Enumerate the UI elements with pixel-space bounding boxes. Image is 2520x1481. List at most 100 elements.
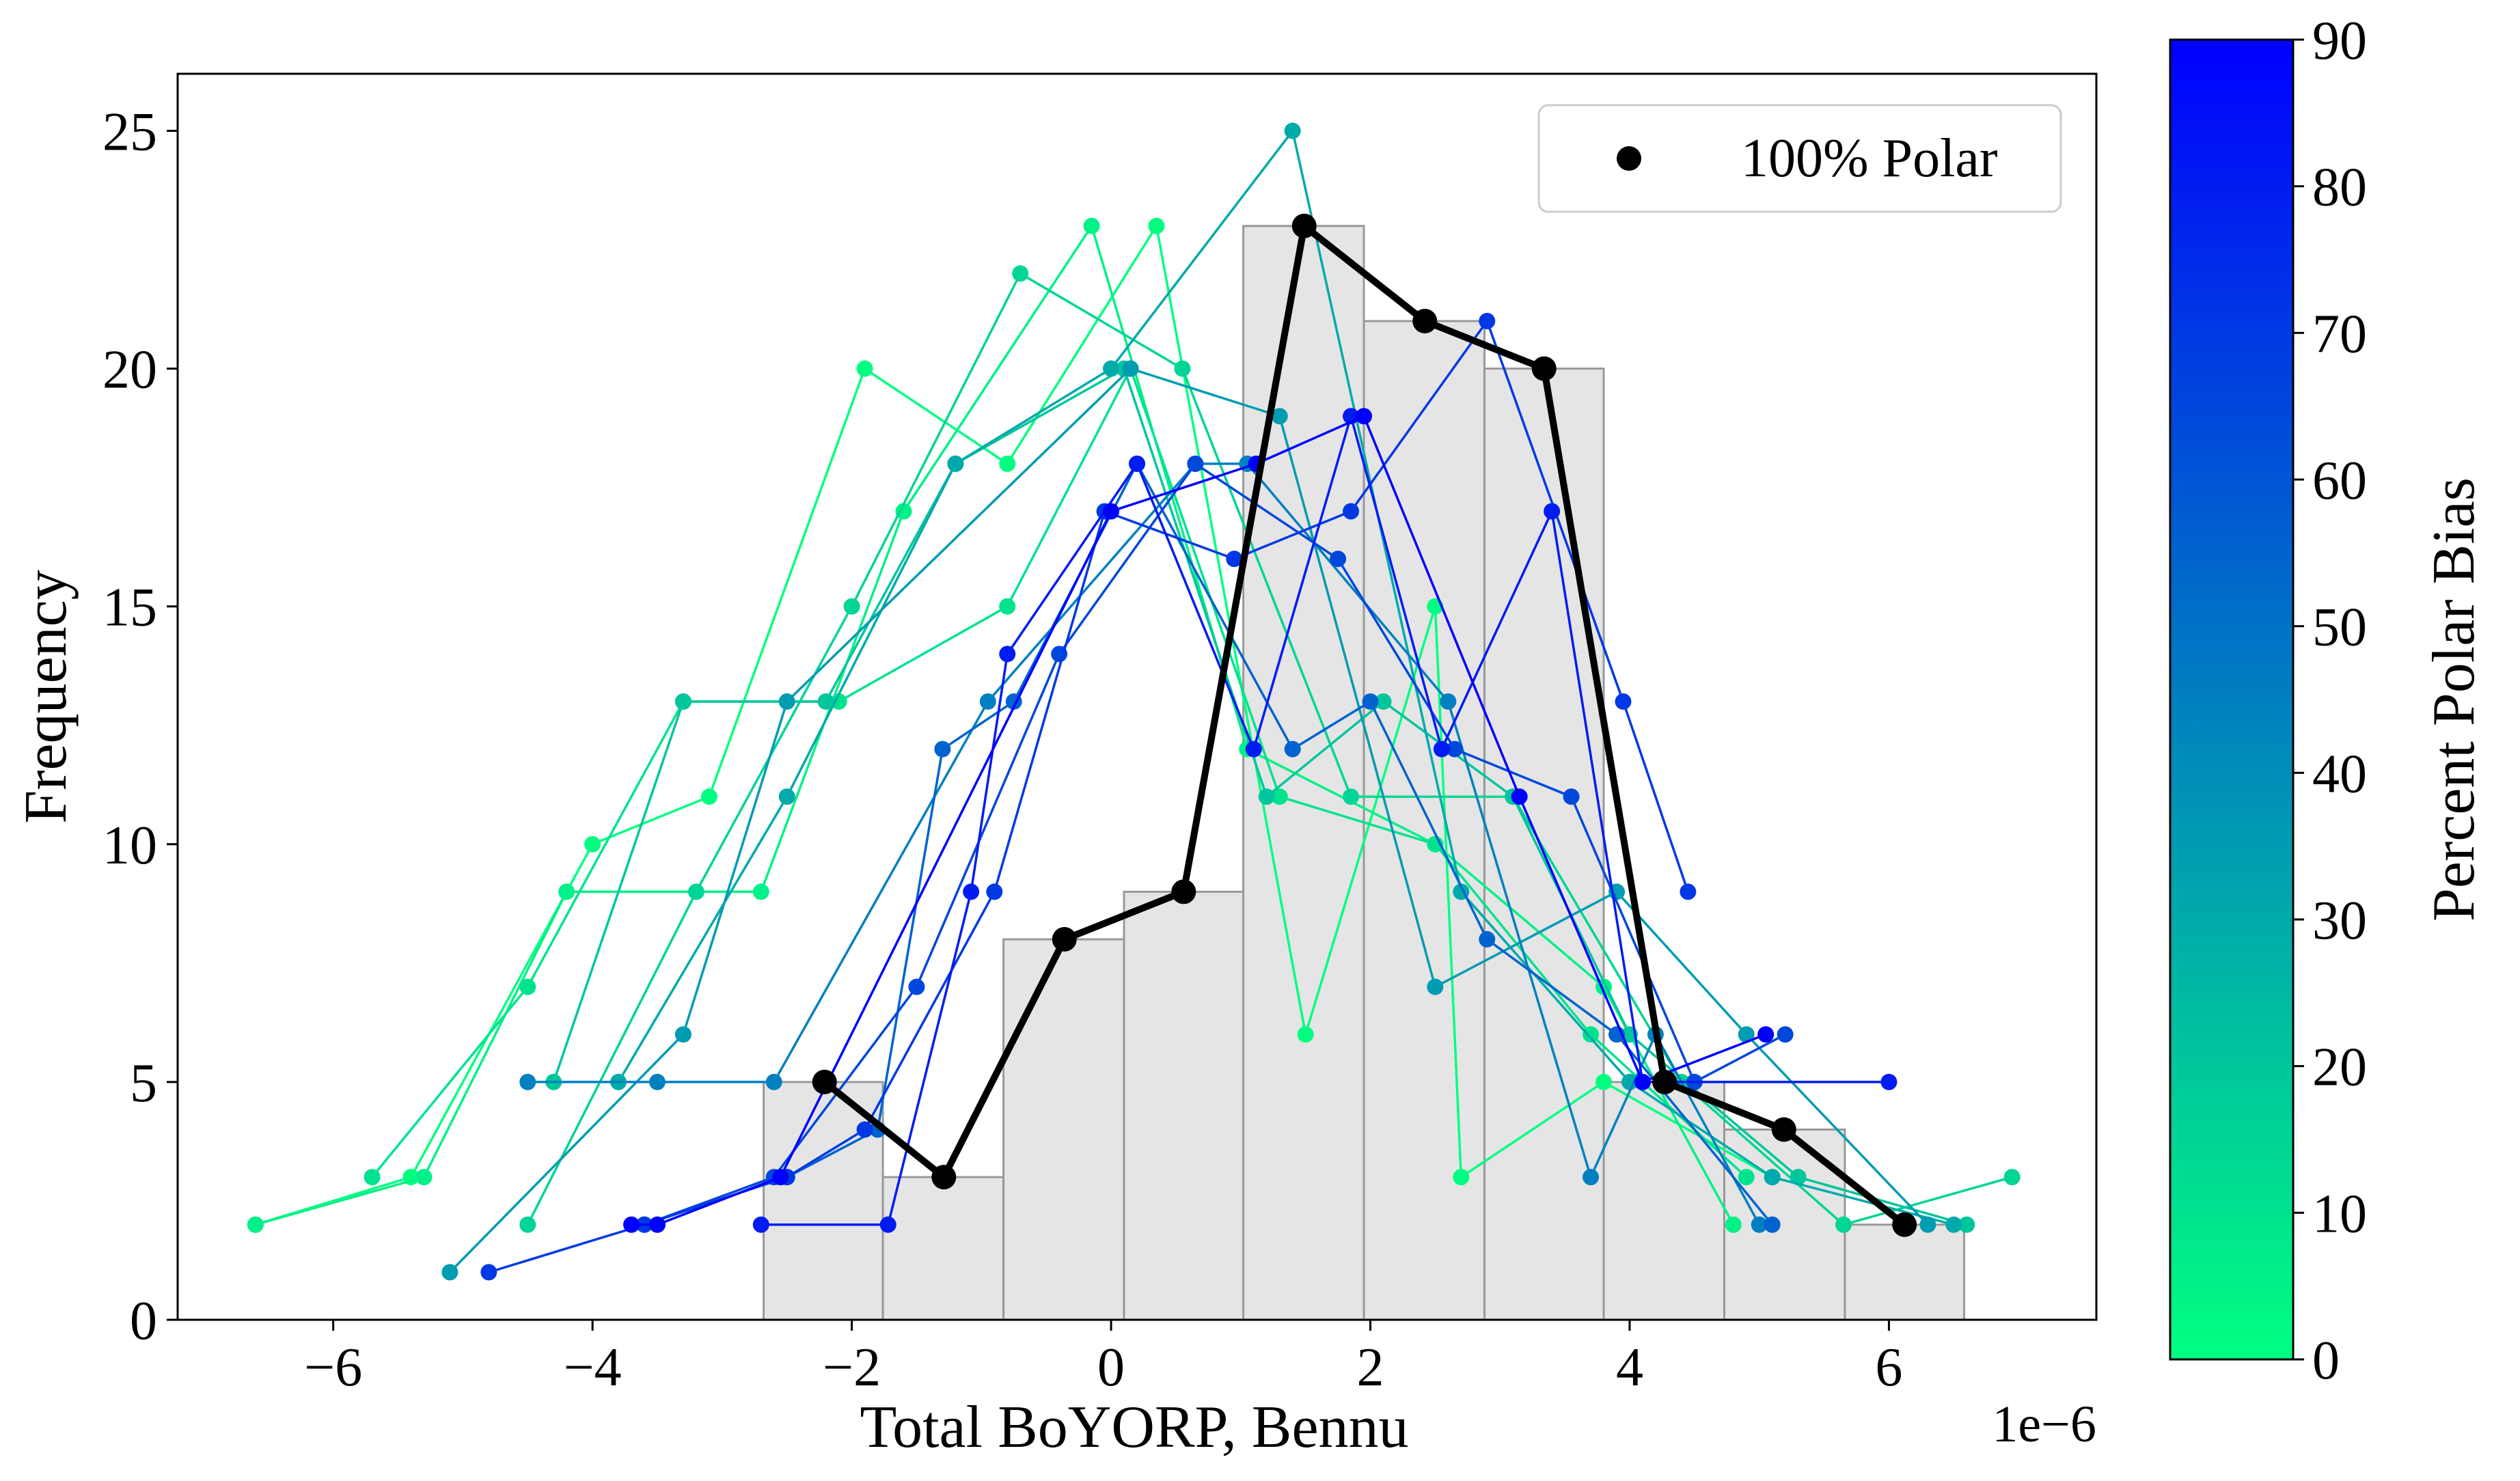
series-point (1764, 1169, 1781, 1186)
series-point (1511, 788, 1528, 805)
polar-point (812, 1069, 837, 1094)
colorbar-tick-label: 20 (2312, 1038, 2367, 1098)
series-point (765, 1073, 782, 1090)
series-point (772, 1169, 789, 1186)
series-point (1621, 1073, 1638, 1090)
series-point (817, 693, 834, 710)
series-point (1440, 693, 1457, 710)
series-point (1446, 740, 1463, 758)
series-point (1790, 1169, 1807, 1186)
series-point (1284, 122, 1301, 139)
colorbar-tick-label: 80 (2312, 158, 2367, 218)
series-point (999, 455, 1016, 472)
series-line (644, 462, 1786, 1226)
histogram-bar (881, 1176, 1005, 1320)
series-point (752, 1216, 769, 1233)
series-point (999, 598, 1016, 615)
series-point (1148, 217, 1165, 234)
series-point (1245, 740, 1262, 758)
histogram-bar (1602, 1081, 1725, 1320)
polar-point (1412, 309, 1438, 334)
polar-point (1892, 1212, 1917, 1237)
series-point (752, 883, 769, 900)
series-point (584, 835, 601, 853)
colorbar-label: Percent Polar Bias (2421, 477, 2487, 922)
series-point (843, 598, 860, 615)
series-point (778, 788, 795, 805)
series-point (480, 1264, 497, 1281)
colorbar-tick-label: 40 (2312, 744, 2367, 804)
series-point (1362, 693, 1379, 710)
colorbar-tick-label: 50 (2312, 598, 2367, 658)
series-point (674, 1026, 691, 1043)
legend-box (1537, 104, 2062, 213)
series-point (1129, 455, 1145, 472)
y-axis-ticks: 0 5 10 15 20 25 (102, 102, 178, 1351)
series-point (2003, 1169, 2021, 1186)
series-point (1595, 1073, 1613, 1090)
series-line (371, 367, 1747, 1178)
polar-point (1531, 356, 1557, 381)
series-line (526, 272, 2013, 1226)
series-point (415, 1169, 433, 1186)
series-point (1777, 1026, 1794, 1043)
histogram-bar (1002, 938, 1125, 1320)
colorbar-tick-label: 90 (2312, 11, 2367, 71)
series-point (1583, 1026, 1600, 1043)
legend: 100% Polar (1537, 104, 2062, 213)
series-point (856, 1121, 873, 1138)
legend-marker-polar (1617, 146, 1641, 171)
polar-point (1771, 1117, 1796, 1142)
series-point (247, 1216, 264, 1233)
series-point (1544, 503, 1561, 520)
series-point (441, 1264, 458, 1281)
series-point (1103, 503, 1120, 520)
series-point (1634, 1073, 1651, 1090)
x-axis-label: Total BoYORP, Bennu (860, 1394, 1409, 1461)
series-point (895, 503, 912, 520)
series-point (856, 360, 873, 377)
series-point (1738, 1026, 1755, 1043)
series-point (986, 883, 1003, 900)
series-point (1343, 788, 1360, 805)
series-point (963, 883, 980, 900)
polar-point (1652, 1069, 1677, 1094)
x-tick-label: 4 (1616, 1338, 1643, 1398)
y-tick-label: 20 (102, 340, 157, 400)
series-point (687, 883, 704, 900)
y-axis-label: Frequency (13, 570, 79, 823)
series-point (1563, 788, 1580, 805)
x-tick-label: −2 (823, 1338, 881, 1398)
series-point (934, 740, 951, 758)
colorbar-ticks: 0 10 20 30 40 50 60 70 80 90 (2293, 11, 2367, 1391)
colorbar: 0 10 20 30 40 50 60 70 80 90 Percent Polar Bias (2169, 11, 2487, 1391)
series-point (1375, 693, 1392, 710)
series-point (1751, 1216, 1768, 1233)
colorbar-frame (2169, 38, 2295, 1361)
series-point (1258, 788, 1275, 805)
series-point (1330, 551, 1347, 568)
x-tick-label: −6 (304, 1338, 362, 1398)
series-point (1958, 1216, 1975, 1233)
series-point (1271, 788, 1288, 805)
x-tick-label: 0 (1097, 1338, 1125, 1398)
series-point (1427, 978, 1444, 995)
histogram-bar (1844, 1223, 1965, 1320)
series-point (1103, 360, 1120, 377)
series-point (1725, 1216, 1742, 1233)
series-point (830, 693, 847, 710)
series-point (519, 1216, 536, 1233)
series-point (1738, 1169, 1755, 1186)
series-point (700, 788, 717, 805)
polar-line (822, 222, 1907, 1228)
legend-label-polar: 100% Polar (1741, 128, 1998, 189)
series-point (979, 693, 996, 710)
series-point (1356, 408, 1373, 425)
series-point (1919, 1216, 1936, 1233)
colorbar-tick-label: 10 (2312, 1184, 2367, 1244)
series-line (786, 462, 1774, 1226)
series-point (999, 646, 1016, 663)
series-point (1583, 1169, 1600, 1186)
series-point (1284, 740, 1301, 758)
series-point (649, 1216, 666, 1233)
